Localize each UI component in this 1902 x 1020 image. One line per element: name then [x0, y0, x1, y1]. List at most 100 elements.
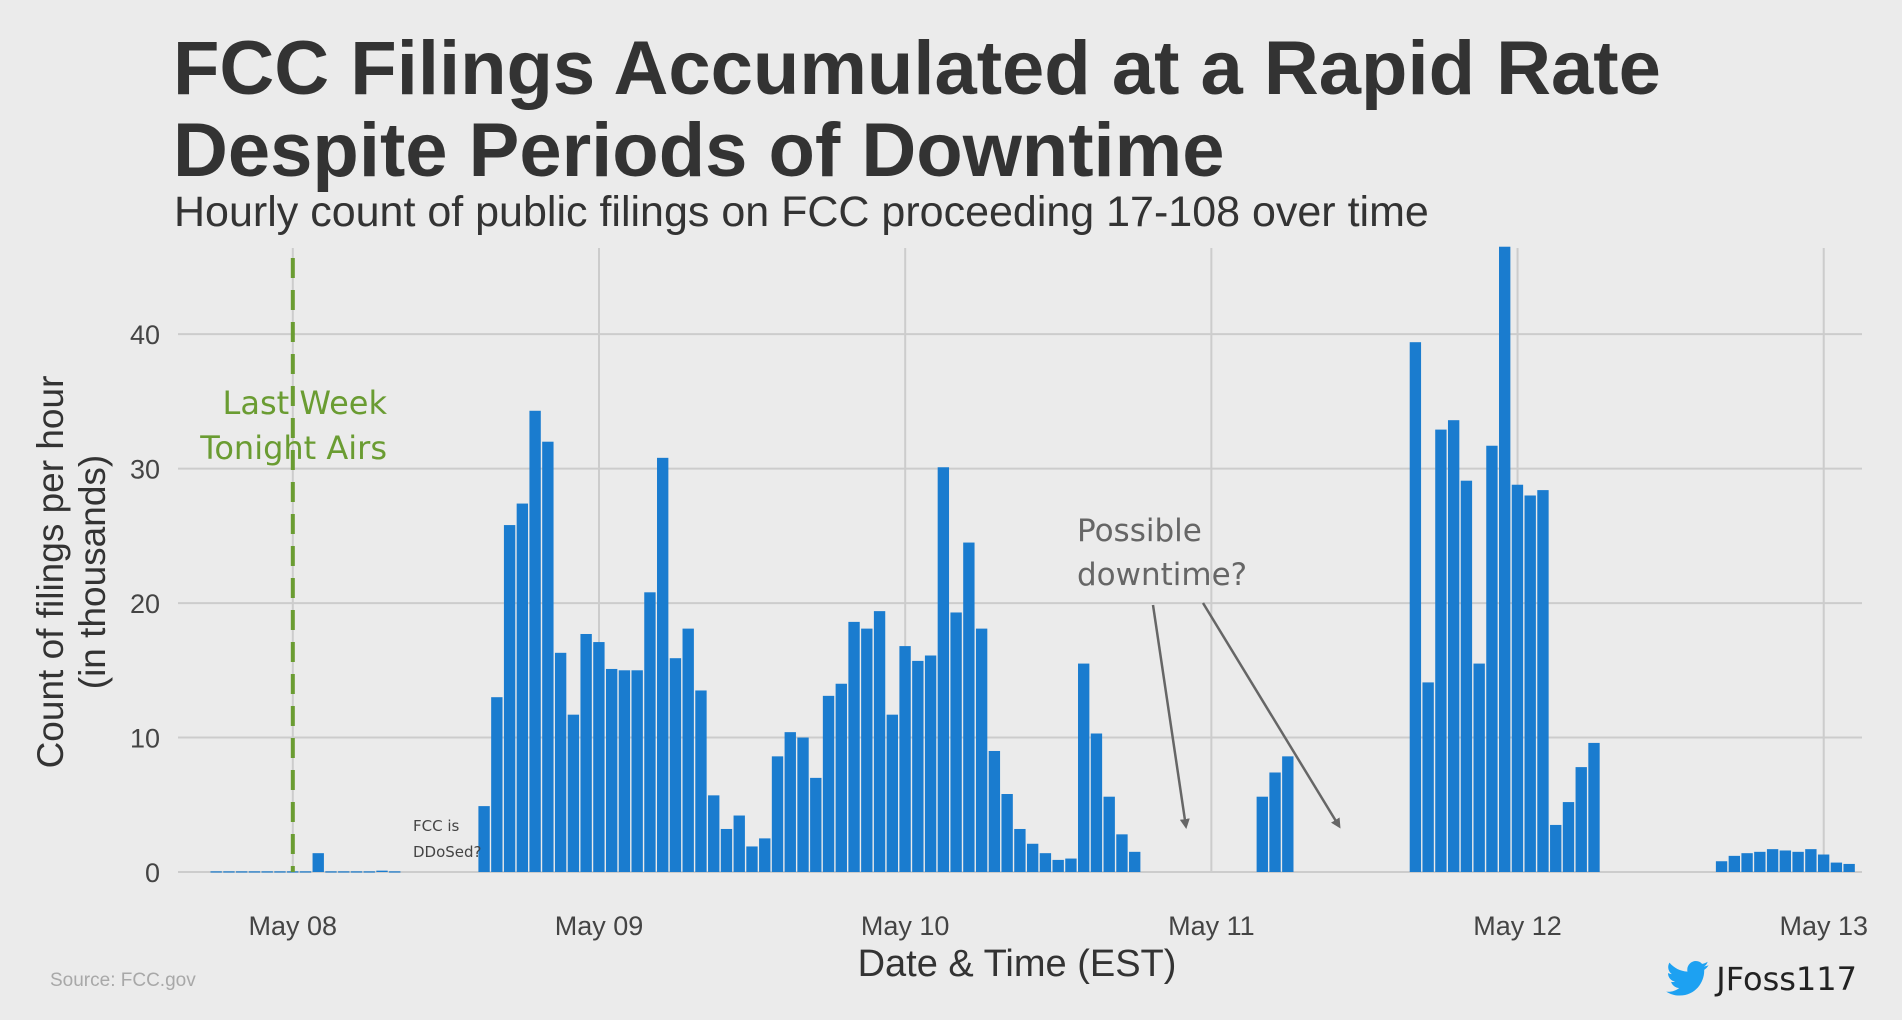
bar	[1550, 824, 1562, 872]
author-credit: JFoss117	[1666, 960, 1857, 998]
bar	[567, 714, 580, 872]
bar	[1460, 480, 1473, 872]
bar	[708, 795, 720, 872]
bar	[1792, 851, 1804, 872]
bar	[1269, 772, 1281, 872]
bar	[1282, 756, 1294, 872]
bar	[835, 683, 847, 872]
bar	[937, 467, 950, 872]
event-label-line: Tonight Airs	[199, 429, 387, 467]
y-tick-label: 20	[130, 589, 160, 619]
bar	[248, 871, 261, 873]
bar	[299, 871, 312, 873]
bar	[1588, 742, 1600, 872]
bar	[1001, 794, 1013, 872]
bar	[554, 652, 567, 872]
ddos-label-line: FCC is	[413, 817, 460, 835]
bar	[1065, 858, 1077, 872]
bar	[1256, 796, 1268, 872]
x-tick-label: May 09	[555, 911, 644, 941]
bar	[886, 714, 899, 872]
downtime-arrow	[1201, 602, 1341, 829]
bar	[1754, 851, 1766, 872]
bar	[1766, 849, 1779, 872]
bar	[478, 806, 490, 872]
bar	[223, 871, 235, 873]
bar	[491, 697, 503, 872]
bar	[312, 853, 324, 872]
bar	[873, 611, 886, 872]
ddos-label-line: DDoSed?	[413, 843, 482, 861]
bar	[695, 690, 707, 872]
bar	[1524, 495, 1536, 872]
y-tick-label: 10	[130, 724, 160, 754]
bar	[1562, 802, 1575, 872]
bar	[899, 646, 911, 872]
bar	[1435, 429, 1447, 872]
bar	[593, 642, 605, 872]
bar	[733, 815, 745, 872]
y-tick-label: 30	[130, 455, 160, 485]
chart-title: FCC Filings Accumulated at a Rapid Rate …	[173, 28, 1873, 192]
bar	[376, 870, 388, 872]
event-label: Last Week Tonight Airs	[199, 384, 387, 467]
bar	[389, 871, 401, 873]
event-label-line: Last Week	[223, 384, 388, 422]
bar	[644, 592, 656, 872]
bar	[325, 871, 337, 873]
bar	[950, 612, 962, 872]
bar	[1715, 861, 1728, 872]
twitter-bird-icon	[1666, 961, 1710, 996]
ddos-label: FCC is DDoSed?	[413, 817, 482, 861]
bar	[580, 633, 592, 872]
x-tick-label: May 11	[1168, 911, 1255, 941]
bar	[963, 542, 975, 872]
x-tick-label: May 10	[861, 911, 950, 941]
bar	[363, 871, 375, 873]
bar	[912, 660, 924, 872]
chart-title-line-2: Despite Periods of Downtime	[173, 108, 1225, 193]
bar	[682, 628, 694, 872]
bar	[848, 621, 860, 872]
bar	[822, 695, 835, 872]
downtime-label-line: downtime?	[1077, 557, 1247, 593]
downtime-label-line: Possible	[1077, 513, 1202, 549]
bar	[1511, 484, 1524, 872]
chart-subtitle: Hourly count of public filings on FCC pr…	[174, 188, 1429, 236]
x-tick-label: May 08	[249, 911, 338, 941]
bar	[1103, 796, 1115, 872]
bar	[274, 871, 286, 873]
y-axis-title-line: Count of filings per hour	[30, 376, 71, 769]
bar	[1537, 490, 1549, 872]
bar	[605, 668, 618, 872]
chart-title-line-1: FCC Filings Accumulated at a Rapid Rate	[173, 26, 1661, 111]
bar	[1026, 843, 1039, 872]
bar	[1078, 663, 1090, 872]
bar	[1830, 862, 1843, 872]
bar	[618, 670, 631, 872]
source-note: Source: FCC.gov	[50, 970, 196, 991]
bar	[1486, 445, 1498, 872]
bar	[1090, 733, 1103, 872]
bar	[1575, 767, 1587, 872]
bar	[1817, 854, 1830, 872]
bar	[1409, 342, 1422, 872]
bar	[236, 871, 248, 873]
bar	[503, 525, 516, 872]
bar	[350, 871, 363, 873]
bar	[1447, 420, 1460, 872]
bar	[797, 737, 809, 872]
bar	[1741, 853, 1753, 872]
bar	[1499, 246, 1511, 873]
bar	[631, 670, 643, 872]
y-tick-label: 0	[145, 858, 160, 888]
bar	[338, 871, 350, 873]
author-handle: JFoss117	[1716, 960, 1857, 998]
bar	[746, 846, 758, 872]
bar	[529, 410, 541, 872]
bar	[1039, 853, 1052, 872]
bar	[975, 628, 988, 872]
bar	[759, 838, 771, 872]
bar	[1129, 851, 1141, 872]
